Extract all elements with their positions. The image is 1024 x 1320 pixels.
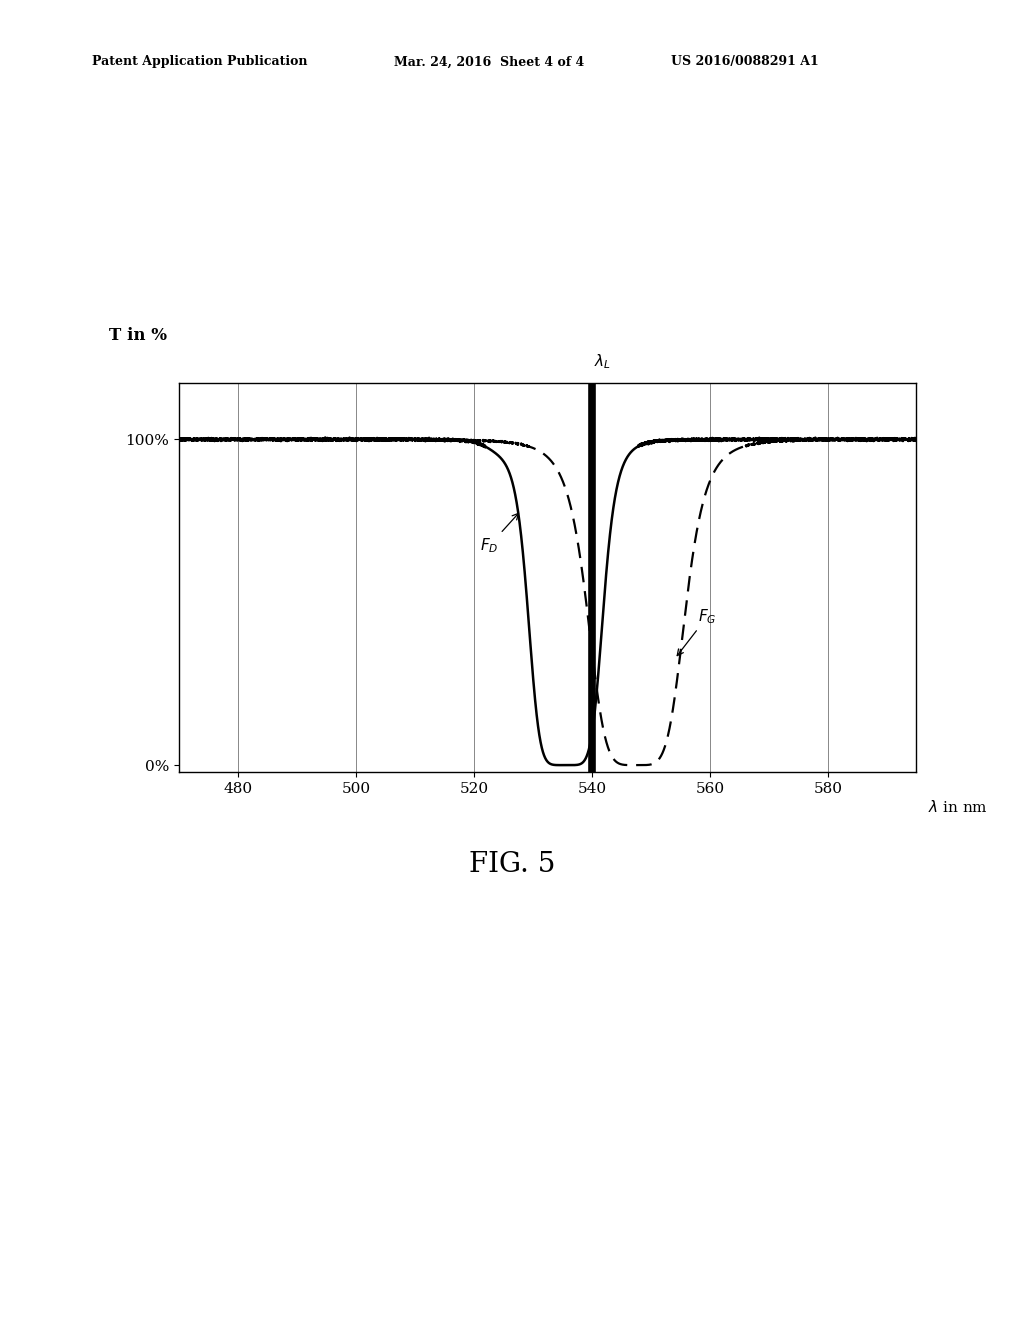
- Text: Patent Application Publication: Patent Application Publication: [92, 55, 307, 69]
- Text: $\lambda_L$: $\lambda_L$: [594, 352, 611, 371]
- Text: US 2016/0088291 A1: US 2016/0088291 A1: [671, 55, 818, 69]
- Text: Mar. 24, 2016  Sheet 4 of 4: Mar. 24, 2016 Sheet 4 of 4: [394, 55, 585, 69]
- Text: $F_G$: $F_G$: [677, 607, 717, 656]
- Text: FIG. 5: FIG. 5: [469, 851, 555, 878]
- Text: $\lambda$ in nm: $\lambda$ in nm: [928, 800, 987, 816]
- Text: T in %: T in %: [110, 327, 167, 345]
- Text: $F_D$: $F_D$: [480, 513, 518, 554]
